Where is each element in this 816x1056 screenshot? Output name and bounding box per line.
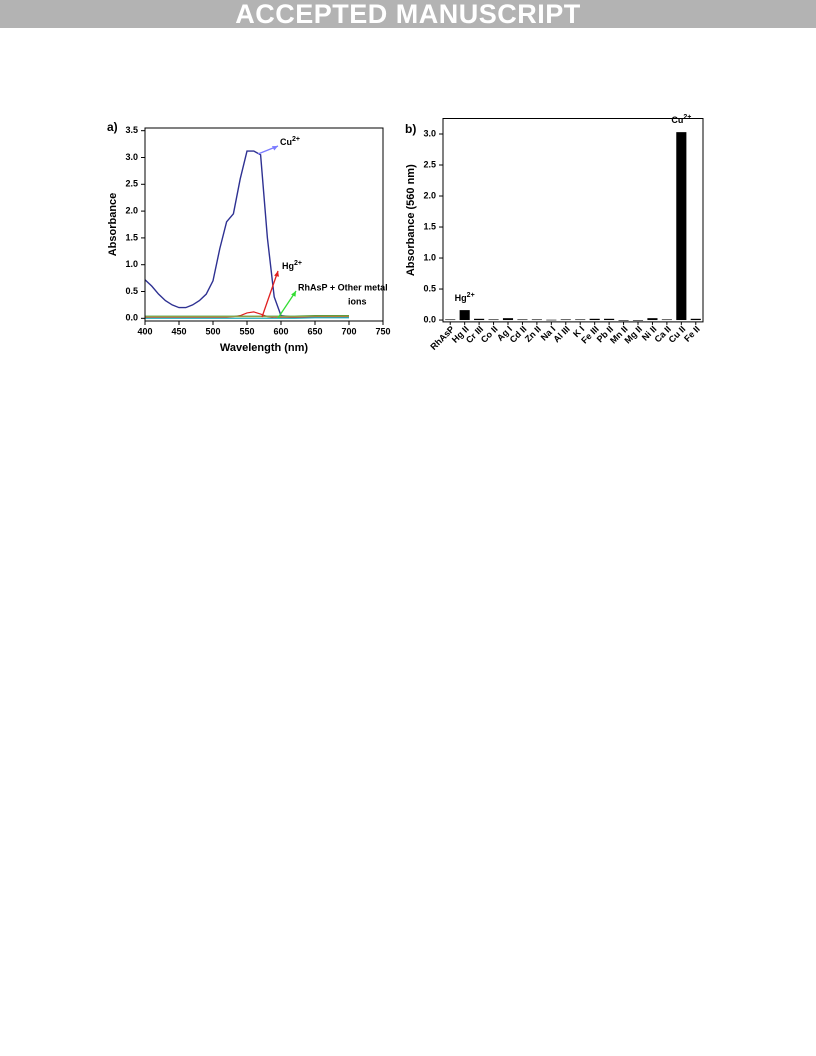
bar [560,319,571,321]
bar [676,132,687,321]
bar [546,319,557,321]
bar [459,310,470,321]
annotation-sup: 2+ [292,136,300,143]
x-tick-label: 400 [137,326,152,336]
y-tick-label: 1.0 [125,259,138,269]
x-tick-label: 750 [375,326,390,336]
annotation: Cu2+ [671,114,691,126]
banner: ACCEPTED MANUSCRIPT [0,0,816,28]
data-line [145,315,349,318]
bar [661,319,672,321]
bar [575,319,586,321]
x-tick-label: 450 [171,326,186,336]
bar [604,318,615,321]
bar [632,320,644,321]
annotation-base: Cu [280,137,292,147]
annotation: Cu2+ [280,136,300,148]
y-tick-label: 2.5 [125,179,138,189]
y-tick-label: 2.0 [423,190,436,200]
annotation-base: Hg [455,293,467,303]
y-tick-label: 3.0 [125,152,138,162]
arrow-head [291,291,296,297]
bar [531,319,542,321]
y-tick-label: 3.0 [423,128,436,138]
y-tick-label: 0.0 [423,314,436,324]
y-tick-label: 1.5 [125,232,138,242]
x-tick-label: 500 [205,326,220,336]
y-tick-label: 1.5 [423,221,436,231]
bar [589,318,600,321]
x-tick-label: 650 [307,326,322,336]
bar [517,319,528,321]
annotation: Hg2+ [455,292,475,304]
bar [647,318,658,321]
bar [618,320,629,321]
plot-frame [144,127,384,322]
x-tick-label: 700 [341,326,356,336]
annotation-sup: 2+ [294,260,302,267]
annotation-base: Cu [671,116,683,126]
bar [690,318,701,321]
data-line [145,317,349,319]
annotation: RhAsP + Other metal [298,282,388,292]
panel-label: a) [107,120,118,134]
annotation: ions [348,296,367,306]
y-axis-label: Absorbance [107,193,119,257]
figure: 400 450 500 550 600 650 700 750 0.0 0.5 1.0 1.5 2.0 2… [107,114,704,354]
annotation-sup: 2+ [683,114,691,121]
bar [445,319,456,321]
y-tick-label: 0.5 [125,286,138,296]
annotation-sup: 2+ [467,292,475,299]
x-tick-label: 550 [239,326,254,336]
bar [488,319,499,321]
y-tick-label: 3.5 [125,125,138,135]
x-tick-label: Al III [551,324,572,345]
annotation: Hg2+ [282,260,302,272]
y-tick-label: 2.0 [125,205,138,215]
x-tick-label: Fe II [682,324,702,344]
annotation-base: Hg [282,261,294,271]
y-axis-label: Absorbance (560 nm) [405,164,417,276]
x-axis-label: Wavelength (nm) [220,342,309,354]
y-tick-label: 0.0 [125,313,138,323]
plot-frame [442,118,704,323]
y-tick-label: 2.5 [423,159,436,169]
bar [474,318,485,321]
y-tick-label: 1.0 [423,252,436,262]
data-line [144,150,350,318]
bar [502,318,514,321]
x-tick-label: 600 [273,326,288,336]
panel-label: b) [405,122,416,136]
arrow-head [274,271,279,277]
y-tick-label: 0.5 [423,283,436,293]
annotation-arrow [261,270,279,318]
arrow-head [271,146,278,151]
